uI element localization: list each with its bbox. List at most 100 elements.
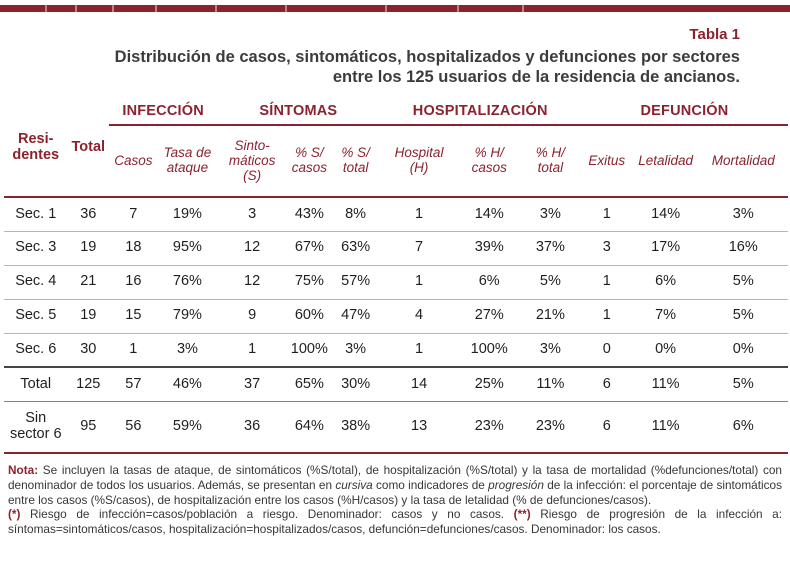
data-cell: 59%: [157, 400, 218, 455]
data-cell: 67%: [286, 230, 332, 266]
note-paragraph: Nota: Se incluyen la tasas de ataque, de…: [8, 463, 782, 507]
top-rule-tick: [45, 5, 47, 12]
data-cell: 1: [602, 205, 611, 222]
data-cell: 11%: [632, 366, 699, 402]
column-header: Hospital (H): [379, 125, 459, 199]
data-cell: 56: [109, 400, 158, 455]
table-number-label: Tabla 1: [689, 26, 740, 43]
data-cell: 5%: [519, 264, 581, 300]
data-cell: 3%: [157, 332, 218, 368]
header-group-row: Resi- dentes Total INFECCIÓN SÍNTOMAS HOSPIT…: [4, 99, 788, 199]
data-cell: 11%: [632, 400, 699, 455]
data-cell: 76%: [157, 264, 218, 300]
data-cell: 1: [109, 332, 158, 368]
data-cell: 6%: [632, 264, 699, 300]
data-cell: 3%: [732, 205, 754, 222]
data-cell: 57: [109, 366, 158, 402]
data-cell: 1: [379, 332, 459, 368]
table-note: Nota: Se incluyen la tasas de ataque, de…: [8, 463, 782, 536]
data-cell: 15: [109, 298, 158, 334]
data-cell: 1: [217, 332, 287, 368]
column-header: % H/ total: [519, 125, 581, 199]
data-cell: 3%: [331, 332, 380, 368]
note-segment: progresión: [488, 477, 544, 492]
data-cell: 17%: [632, 230, 699, 266]
data-cell: 6: [580, 366, 633, 402]
data-cell: 7: [129, 205, 138, 222]
data-cell: 13: [379, 400, 459, 455]
data-cell: 37%: [519, 230, 581, 266]
cell-total: 30: [67, 332, 110, 368]
data-cell: 1: [580, 264, 633, 300]
data-cell: 30%: [331, 366, 380, 402]
header-sub-row: Casos Tasa de ataque Sinto- máticos (S)% S…: [4, 125, 788, 199]
data-cell: 7: [379, 230, 459, 266]
column-header: % H/ casos: [458, 125, 520, 199]
row-label: Sec. 6: [4, 332, 68, 368]
table-row: Sin sector 6 95 56 59% 36 64% 38% 13 23% 23% 6 11% 6…: [4, 400, 788, 455]
data-cell: 5%: [698, 264, 788, 300]
cell-total: 19: [67, 298, 110, 334]
top-rule-tick: [522, 5, 524, 12]
data-cell: 25%: [458, 366, 520, 402]
data-cell: 0%: [632, 332, 699, 368]
data-cell: 18: [109, 230, 158, 266]
data-cell: 4: [379, 298, 459, 334]
residents-header: Resi- dentes: [4, 99, 68, 199]
table-row: Sec. 3 19 18 95% 12 67% 63% 7 39% 37% 3 17% 16%: [4, 230, 788, 266]
column-header: Sinto- máticos (S): [217, 125, 287, 199]
total-column-header: Total: [67, 99, 110, 199]
data-cell: 5%: [698, 298, 788, 334]
row-label: Sec. 4: [4, 264, 68, 300]
data-cell: 0%: [698, 332, 788, 368]
data-cell: 6: [580, 400, 633, 455]
data-cell: 19%: [172, 205, 202, 222]
data-cell: 12: [217, 230, 287, 266]
data-cell: 47%: [331, 298, 380, 334]
data-cell: 14%: [474, 205, 504, 222]
note-segment: Se incluyen la tasas de ataque, de sinto…: [8, 463, 782, 492]
top-rule-tick: [285, 5, 287, 12]
data-cell: 38%: [331, 400, 380, 455]
data-cell: 1: [415, 205, 424, 222]
note-segment: como indicadores de: [372, 477, 489, 492]
table-body: Sec. 1 36 7 19% 3 43% 8% 1 14% 3% 1 14% 3% Sec. 3 19 18…: [4, 197, 788, 455]
column-header: Casos: [109, 125, 158, 199]
note-segment: Riesgo de infección=casos/población a ri…: [20, 507, 514, 522]
top-rule-tick: [215, 5, 217, 12]
row-label: Total: [4, 366, 68, 402]
cell-total: 19: [67, 230, 110, 266]
note-segment: Riesgo de progresión de la infección a: …: [8, 507, 782, 536]
data-cell: 100%: [458, 332, 520, 368]
top-rule-tick: [385, 5, 387, 12]
group-header-síntomas: SÍNTOMAS: [217, 99, 380, 127]
data-cell: 8%: [345, 205, 367, 222]
table-row: Total 125 57 46% 37 65% 30% 14 25% 11% 6 11% 5%: [4, 366, 788, 402]
data-cell: 1: [580, 298, 633, 334]
data-cell: 46%: [157, 366, 218, 402]
data-cell: 36: [217, 400, 287, 455]
note-segment: Nota:: [8, 463, 39, 478]
data-cell: 9: [217, 298, 287, 334]
row-label: Sec. 1: [15, 205, 57, 222]
data-cell: 64%: [286, 400, 332, 455]
column-header: Letalidad: [632, 125, 699, 199]
note-segment: de la infección: el porcentaje de sintom…: [8, 477, 783, 507]
data-cell: 5%: [698, 366, 788, 402]
note-segment: (**): [513, 507, 531, 522]
data-cell: 63%: [331, 230, 380, 266]
row-label: Sec. 3: [4, 230, 68, 266]
data-cell: 65%: [286, 366, 332, 402]
table-row: Sec. 5 19 15 79% 9 60% 47% 4 27% 21% 1 7% 5%: [4, 298, 788, 334]
data-cell: 95%: [157, 230, 218, 266]
note-paragraph: (*) Riesgo de infección=casos/población …: [8, 507, 782, 536]
data-cell: 57%: [331, 264, 380, 300]
data-cell: 6%: [698, 400, 788, 455]
data-cell: 7%: [632, 298, 699, 334]
data-cell: 11%: [519, 366, 581, 402]
top-decorative-rule: [0, 5, 790, 12]
table-title-line1: Distribución de casos, sintomáticos, hos…: [114, 48, 740, 66]
data-cell: 16: [109, 264, 158, 300]
data-cell: 23%: [458, 400, 520, 455]
data-cell: 16%: [698, 230, 788, 266]
